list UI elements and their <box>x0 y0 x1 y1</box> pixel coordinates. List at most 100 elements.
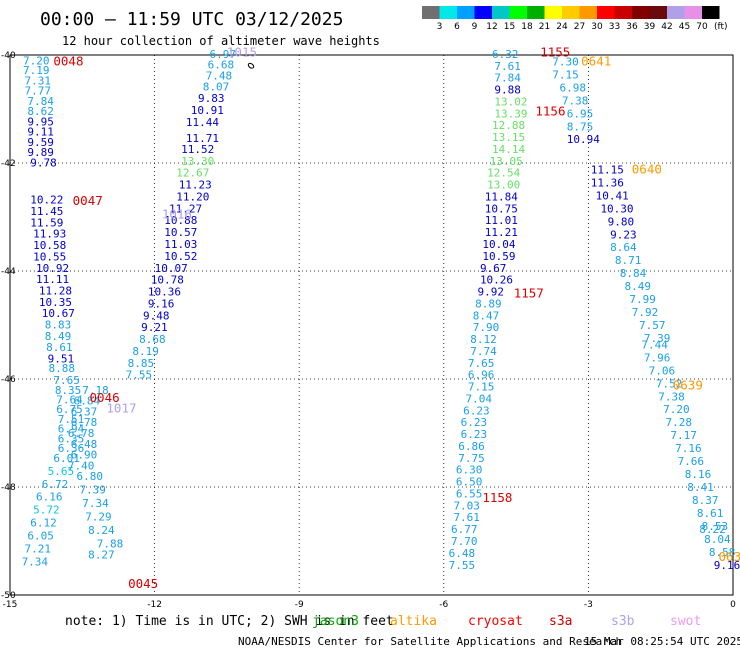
wave-height-point: 7.34 <box>82 497 109 510</box>
wave-height-point: 13.39 <box>494 107 527 120</box>
wave-height-point: 7.38 <box>658 390 685 403</box>
color-scale-swatch <box>684 6 702 19</box>
color-scale-swatch <box>579 6 597 19</box>
wave-height-point: 10.58 <box>33 239 66 252</box>
color-scale-swatch <box>614 6 632 19</box>
wave-height-point: 6.80 <box>77 470 104 483</box>
pass-time-label: 0048 <box>53 53 83 68</box>
wave-height-point: 6.48 <box>71 438 98 451</box>
pass-time-label: 0639 <box>673 377 703 392</box>
wave-height-point: 13.02 <box>494 95 527 108</box>
wave-height-point: 8.75 <box>567 120 594 133</box>
color-scale-swatch <box>597 6 615 19</box>
wave-height-point: 7.66 <box>678 455 705 468</box>
wave-height-point: 8.49 <box>45 330 71 343</box>
wave-height-point: 7.06 <box>649 364 676 377</box>
wave-height-point: 8.64 <box>610 241 637 254</box>
color-scale-swatch <box>509 6 527 19</box>
wave-height-point: 11.21 <box>485 226 518 239</box>
x-tick-label: -6 <box>439 600 448 610</box>
legend-s3b: s3b <box>611 614 635 629</box>
wave-height-point: 8.62 <box>27 105 53 118</box>
wave-height-point: 9.16 <box>148 297 175 310</box>
legend-swot: swot <box>670 614 701 629</box>
chart-title: 00:00 — 11:59 UTC 03/12/2025 <box>40 9 343 30</box>
wave-height-point: 7.15 <box>468 381 495 394</box>
color-scale-label: 30 <box>591 22 603 32</box>
wave-height-point: 7.39 <box>79 484 106 497</box>
wave-height-point: 10.22 <box>30 194 63 207</box>
pass-time-label: 1015 <box>227 44 257 59</box>
pass-time-label: 1155 <box>540 44 570 59</box>
wave-height-point: 11.44 <box>186 116 219 129</box>
x-tick-label: 0 <box>730 600 736 610</box>
wave-height-point: 9.95 <box>27 115 53 128</box>
pass-time-label: 1158 <box>482 490 512 505</box>
color-scale-swatch <box>544 6 562 19</box>
pass-time-label: 0640 <box>632 161 662 176</box>
wave-height-point: 6.32 <box>492 48 519 61</box>
wave-height-point: 8.04 <box>704 533 731 546</box>
y-tick-label: -40 <box>1 51 16 61</box>
color-scale-label: 15 <box>504 22 515 32</box>
wave-height-point: 8.24 <box>88 524 115 537</box>
wave-height-point: 8.37 <box>692 494 719 507</box>
wave-height-point: 9.11 <box>27 126 53 139</box>
wave-height-point: 12.88 <box>492 119 525 132</box>
wave-height-point: 8.61 <box>46 341 73 354</box>
legend-altika: altika <box>390 614 437 629</box>
wave-height-point: 9.48 <box>143 309 170 322</box>
wave-height-point: 13.15 <box>492 131 525 144</box>
wave-height-point: 11.20 <box>176 190 209 203</box>
wave-height-point: 8.58 <box>709 546 736 559</box>
wave-height-point: 6.35 <box>58 432 85 445</box>
pass-time-label: 0047 <box>73 193 103 208</box>
wave-height-point: 7.84 <box>494 72 521 85</box>
wave-height-point: 9.89 <box>27 146 53 159</box>
wave-height-point: 7.77 <box>24 85 51 98</box>
wave-height-point: 9.59 <box>27 136 53 149</box>
wave-height-point: 9.23 <box>610 228 637 241</box>
color-scale-label: 3 <box>437 22 443 32</box>
wave-height-point: 8.84 <box>620 267 647 280</box>
color-scale-label: 70 <box>696 22 708 32</box>
footer-credit: NOAA/NESDIS Center for Satellite Applica… <box>238 635 622 648</box>
wave-height-point: 7.57 <box>639 319 666 332</box>
wave-height-point: 6.30 <box>456 464 483 477</box>
wave-height-point: 8.35 <box>55 384 82 397</box>
wave-height-point: 10.36 <box>148 286 181 299</box>
color-scale-label: 42 <box>661 22 672 32</box>
wave-height-point: 7.39 <box>644 332 671 345</box>
wave-height-point: 9.51 <box>48 352 75 365</box>
time-labels: 0048 0047 0046 0045 0641 0640 0639 063 1155 1156 1… <box>53 44 740 591</box>
wave-height-point: 11.59 <box>30 216 63 229</box>
chart-subtitle: 12 hour collection of altimeter wave hei… <box>62 34 380 48</box>
wave-height-point: 7.74 <box>470 345 497 358</box>
color-scale-swatch <box>457 6 475 19</box>
legend-cryosat: cryosat <box>468 614 523 629</box>
track-marker <box>247 62 255 69</box>
wave-height-point: 10.07 <box>155 262 188 275</box>
wave-height-point: 8.83 <box>45 318 71 331</box>
wave-height-point: 10.52 <box>164 250 197 263</box>
wave-height-point: 8.19 <box>132 345 159 358</box>
wave-height-point: 7.61 <box>453 511 480 524</box>
wave-height-point: 11.27 <box>169 202 202 215</box>
wave-height-point: 7.03 <box>453 499 480 512</box>
wave-height-point: 8.85 <box>128 357 155 370</box>
wave-height-point: 11.11 <box>36 273 69 286</box>
wave-height-point: 10.04 <box>482 238 515 251</box>
wave-height-point: 9.80 <box>608 215 635 228</box>
wave-height-point: 7.88 <box>97 538 124 551</box>
wave-height-point: 12.54 <box>487 167 520 180</box>
wave-height-point: 6.12 <box>30 517 57 530</box>
plot-frame <box>9 54 734 596</box>
pass-time-label: 0641 <box>581 53 611 68</box>
wave-height-point: 6.96 <box>468 369 495 382</box>
wave-height-point: 7.38 <box>562 94 589 107</box>
color-scale-swatch <box>474 6 492 19</box>
wave-height-point: 6.05 <box>27 530 53 543</box>
color-scale-label: 12 <box>486 22 497 32</box>
color-scale-label: 6 <box>454 22 460 32</box>
wave-height-point: 7.96 <box>644 351 671 364</box>
